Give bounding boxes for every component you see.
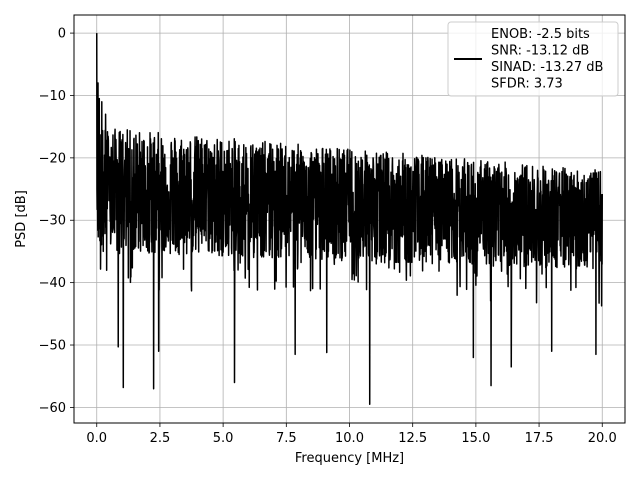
x-tick-label: 17.5 [525,431,554,446]
x-tick-label: 10.0 [335,431,364,446]
x-tick-label: 20.0 [588,431,617,446]
legend-line-3: SFDR: 3.73 [491,77,563,92]
y-tick-label: −50 [39,339,66,354]
psd-series-line [96,33,603,406]
y-axis-label: PSD [dB] [14,190,29,248]
y-tick-label: 0 [58,27,66,42]
x-tick-label: 5.0 [213,431,234,446]
legend: ENOB: -2.5 bits SNR: -13.12 dB SINAD: -13.… [447,21,619,97]
legend-box [447,21,619,97]
x-tick-label: 0.0 [86,431,107,446]
x-tick-label: 2.5 [150,431,171,446]
x-tick-label: 12.5 [398,431,427,446]
y-tick-label: −30 [39,214,66,229]
legend-label: ENOB: -2.5 bits SNR: -13.12 dB SINAD: -13.… [491,27,603,92]
legend-line-2: SINAD: -13.27 dB [491,60,603,75]
y-tick-label: −60 [39,401,66,416]
y-tick-label: −20 [39,151,66,166]
y-tick-label: −40 [39,276,66,291]
legend-line-0: ENOB: -2.5 bits [491,27,590,42]
y-tick-label: −10 [39,89,66,104]
x-axis-label: Frequency [MHz] [295,451,404,466]
x-axis-ticks: 0.0 2.5 5.0 7.5 10.0 12.5 15.0 17.5 20.0 [86,423,617,446]
legend-line-1: SNR: -13.12 dB [491,44,589,59]
x-tick-label: 15.0 [461,431,490,446]
series-group [96,33,603,406]
y-axis-ticks: 0 −10 −20 −30 −40 −50 −60 [39,27,74,416]
x-tick-label: 7.5 [276,431,297,446]
